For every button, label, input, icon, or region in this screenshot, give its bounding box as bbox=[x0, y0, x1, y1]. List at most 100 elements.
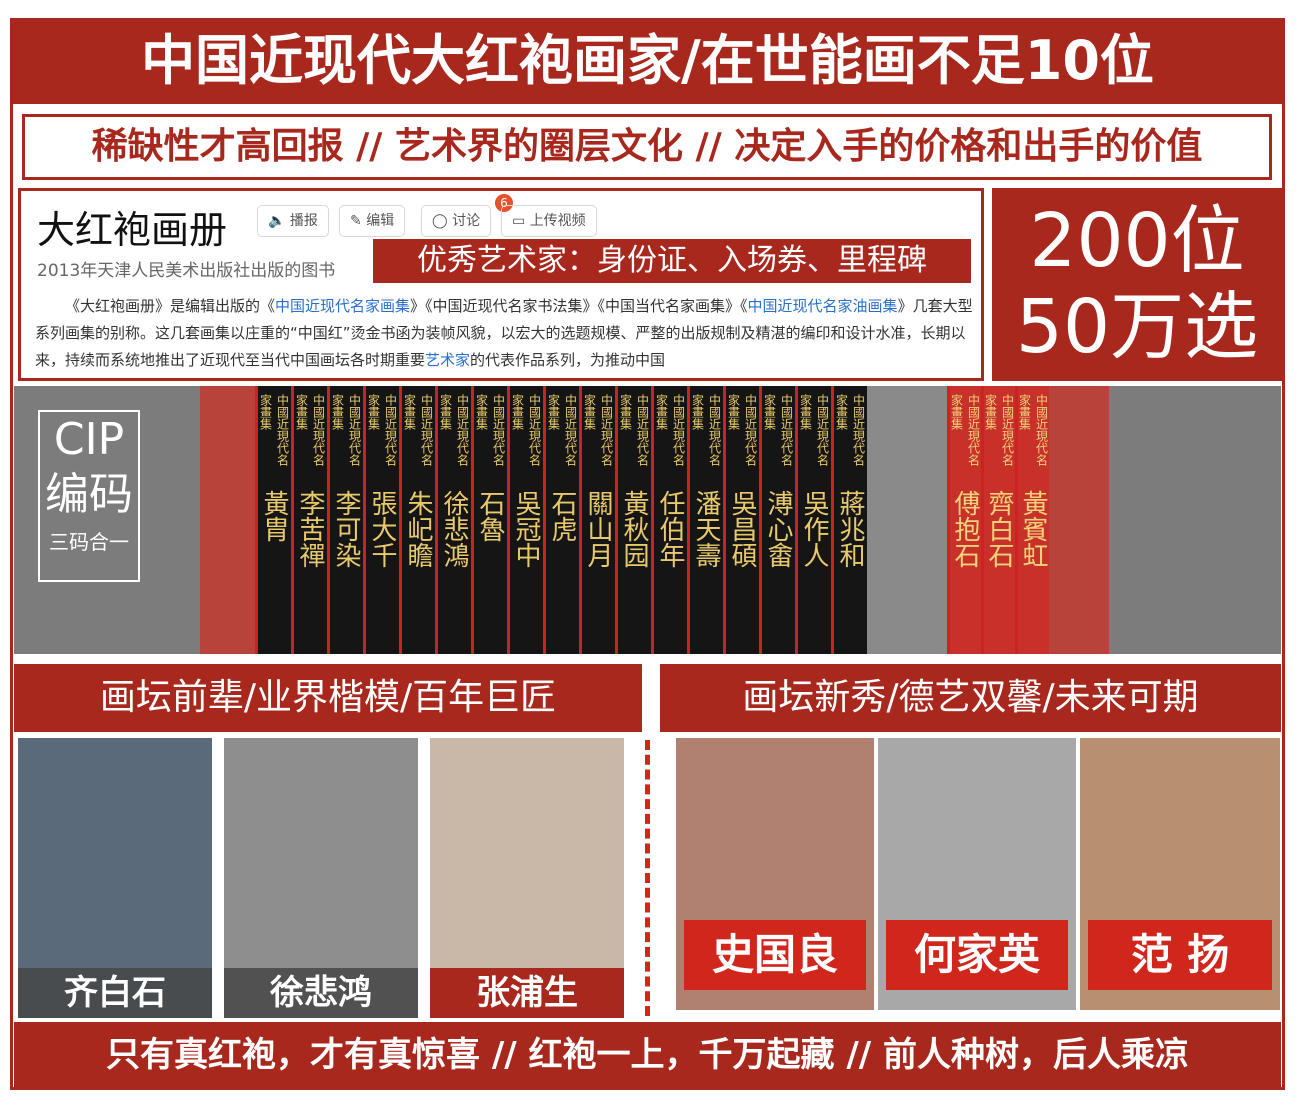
book-spine: 中國近現代名家畫集潘天壽 bbox=[687, 386, 723, 654]
spine-series: 中國近現代名家畫集 bbox=[474, 394, 506, 466]
discuss-button[interactable]: ◯ 讨论 bbox=[421, 205, 492, 237]
spine-artist: 關山月 bbox=[583, 490, 613, 568]
spine-series: 中國近現代名家畫集 bbox=[618, 394, 650, 466]
spine-artist: 黃秋园 bbox=[619, 490, 649, 568]
book-spine: 中國近現代名家畫集 吳冠中 bbox=[507, 386, 543, 654]
spine-artist: 齊白石 bbox=[984, 490, 1014, 568]
edit-button[interactable]: ✎ 编辑 bbox=[339, 205, 406, 237]
book-spine: 中國近現代名家畫集石魯 bbox=[471, 386, 507, 654]
spine-artist: 徐悲鴻 bbox=[439, 490, 469, 568]
spine-series: 中國近現代名家畫集 bbox=[546, 394, 578, 466]
discuss-count-badge: 6 bbox=[495, 194, 513, 212]
encyclopedia-screenshot: 大红袍画册 🔈 播报 ✎ 编辑 ◯ 讨论 6 ▭ 上传视频 2013年天津人民美… bbox=[18, 188, 984, 381]
spine-series: 中國近現代名家畫集 bbox=[762, 394, 794, 466]
book-spine: 中國近現代名家畫集蔣兆和 bbox=[831, 386, 867, 654]
spine-series: 中國近現代名家畫集 bbox=[330, 394, 362, 466]
book-spine: 中國近現代名家畫集李苦禪 bbox=[291, 386, 327, 654]
broadcast-label: 播报 bbox=[289, 213, 318, 229]
book-spine: 中國近現代名家畫集 石虎 bbox=[543, 386, 579, 654]
spine-artist: 溥心畬 bbox=[763, 490, 793, 568]
book-spine: 中國近現代名家畫集 李可染 bbox=[327, 386, 363, 654]
book-case-left bbox=[200, 386, 255, 654]
book-spine: 中國近現代名家畫集吳作人 bbox=[795, 386, 831, 654]
spine-series: 中國近現代名家畫集 bbox=[834, 394, 866, 466]
portrait-name: 徐悲鸿 bbox=[224, 968, 418, 1018]
portrait-name: 史国良 bbox=[684, 920, 866, 990]
spine-series: 中國近現代名家畫集 bbox=[1017, 394, 1049, 466]
book-spine: 中國近現代名家畫集黃胄 bbox=[255, 386, 291, 654]
divider bbox=[645, 740, 650, 1016]
book-spine: 中國近現代名家畫集徐悲鴻 bbox=[435, 386, 471, 654]
spine-series: 中國近現代名家畫集 bbox=[294, 394, 326, 466]
portrait-newcomer: 何家英 bbox=[878, 738, 1076, 1010]
book-spine: 中國近現代名家畫集傅抱石 bbox=[947, 386, 981, 654]
portrait-newcomer: 范 扬 bbox=[1080, 738, 1280, 1010]
subtitle-box: 稀缺性才高回报 // 艺术界的圈层文化 // 决定入手的价格和出手的价值 bbox=[22, 114, 1272, 180]
entry-body: 《大红袍画册》是编辑出版的《中国近现代名家画集》《中国近现代名家书法集》《中国当… bbox=[35, 293, 975, 374]
spine-artist: 李苦禪 bbox=[295, 490, 325, 568]
book-spine: 中國近現代名家畫集朱屺瞻 bbox=[399, 386, 435, 654]
broadcast-button[interactable]: 🔈 播报 bbox=[257, 205, 329, 237]
body-link[interactable]: 中国近现代名家画集 bbox=[275, 297, 411, 315]
book-spine: 中國近現代名家畫集關山月 bbox=[579, 386, 615, 654]
spine-artist: 蔣兆和 bbox=[835, 490, 865, 568]
spine-artist: 黃胄 bbox=[259, 490, 289, 542]
discuss-label: 讨论 bbox=[452, 213, 481, 229]
edit-label: 编辑 bbox=[366, 213, 395, 229]
spine-series: 中國近現代名家畫集 bbox=[258, 394, 290, 466]
book-spine: 中國近現代名家畫集溥心畬 bbox=[759, 386, 795, 654]
section-header-newcomers: 画坛新秀/德艺双馨/未来可期 bbox=[660, 664, 1281, 732]
spine-series: 中國近現代名家畫集 bbox=[949, 394, 981, 466]
spine-artist: 石魯 bbox=[475, 490, 505, 542]
spine-series: 中國近現代名家畫集 bbox=[798, 394, 830, 466]
body-link[interactable]: 中国近现代名家油画集 bbox=[747, 297, 898, 315]
upload-video-button[interactable]: ▭ 上传视频 bbox=[501, 205, 597, 237]
book-spine: 中國近現代名家畫集張大千 bbox=[363, 386, 399, 654]
spine-series: 中國近現代名家畫集 bbox=[726, 394, 758, 466]
book-spine: 中國近現代名家畫集 任伯年 bbox=[651, 386, 687, 654]
portrait-name: 张浦生 bbox=[430, 968, 624, 1018]
stat-line-1: 200位 bbox=[1029, 198, 1245, 284]
book-spine: 中國近現代名家畫集黃賓虹 bbox=[1015, 386, 1049, 654]
cip-line-2: 编码 bbox=[45, 469, 133, 520]
spine-artist: 吳作人 bbox=[799, 490, 829, 568]
body-text: 》《中国近现代名家书法集》《中国当代名家画集》《 bbox=[410, 297, 748, 315]
spine-series: 中國近現代名家畫集 bbox=[402, 394, 434, 466]
spines-row: 中國近現代名家畫集 黃胄 中國近現代名家畫集 李苦禪 中國近現代名家畫集 李可染 中國近現代… bbox=[200, 386, 1109, 654]
spine-artist: 吳冠中 bbox=[511, 490, 541, 568]
book-spine: 中國近現代名家畫集黃秋园 bbox=[615, 386, 651, 654]
portrait-master: 徐悲鸿 bbox=[224, 738, 418, 1018]
spine-artist: 黃賓虹 bbox=[1018, 490, 1048, 568]
entry-title: 大红袍画册 bbox=[37, 208, 228, 252]
spine-artist: 張大千 bbox=[367, 490, 397, 568]
spine-series: 中國近現代名家畫集 bbox=[654, 394, 686, 466]
body-link[interactable]: 艺术家 bbox=[425, 351, 471, 369]
spine-series: 中國近現代名家畫集 bbox=[690, 394, 722, 466]
spine-artist: 傅抱石 bbox=[950, 490, 980, 568]
stat-line-2: 50万选 bbox=[1015, 284, 1259, 370]
book-case-right bbox=[1049, 386, 1109, 654]
book-spine: 中國近現代名家畫集吳昌碩 bbox=[723, 386, 759, 654]
spine-series: 中國近現代名家畫集 bbox=[582, 394, 614, 466]
stat-box: 200位 50万选 bbox=[992, 188, 1282, 381]
cip-box: CIP 编码 三码合一 bbox=[38, 410, 140, 582]
body-text: 的代表作品系列，为推动中国 bbox=[470, 351, 666, 369]
section-header-masters: 画坛前辈/业界楷模/百年巨匠 bbox=[14, 664, 642, 732]
highlight-banner: 优秀艺术家：身份证、入场券、里程碑 bbox=[373, 239, 971, 283]
cip-line-1: CIP bbox=[53, 414, 125, 465]
portrait-master: 张浦生 bbox=[430, 738, 624, 1018]
entry-description: 2013年天津人民美术出版社出版的图书 bbox=[37, 261, 336, 281]
spine-series: 中國近現代名家畫集 bbox=[983, 394, 1015, 466]
portrait-name: 何家英 bbox=[886, 920, 1068, 990]
spine-artist: 潘天壽 bbox=[691, 490, 721, 568]
spine-artist: 吳昌碩 bbox=[727, 490, 757, 568]
headline: 中国近现代大红袍画家/在世能画不足10位 bbox=[10, 18, 1285, 104]
portrait-name: 齐白石 bbox=[18, 968, 212, 1018]
portrait-name: 范 扬 bbox=[1088, 920, 1272, 990]
portrait-master: 齐白石 bbox=[18, 738, 212, 1018]
spine-series: 中國近現代名家畫集 bbox=[438, 394, 470, 466]
book-spine: 中國近現代名家畫集齊白石 bbox=[981, 386, 1015, 654]
poster-frame bbox=[10, 104, 1285, 1090]
spine-series: 中國近現代名家畫集 bbox=[366, 394, 398, 466]
spine-artist: 朱屺瞻 bbox=[403, 490, 433, 568]
